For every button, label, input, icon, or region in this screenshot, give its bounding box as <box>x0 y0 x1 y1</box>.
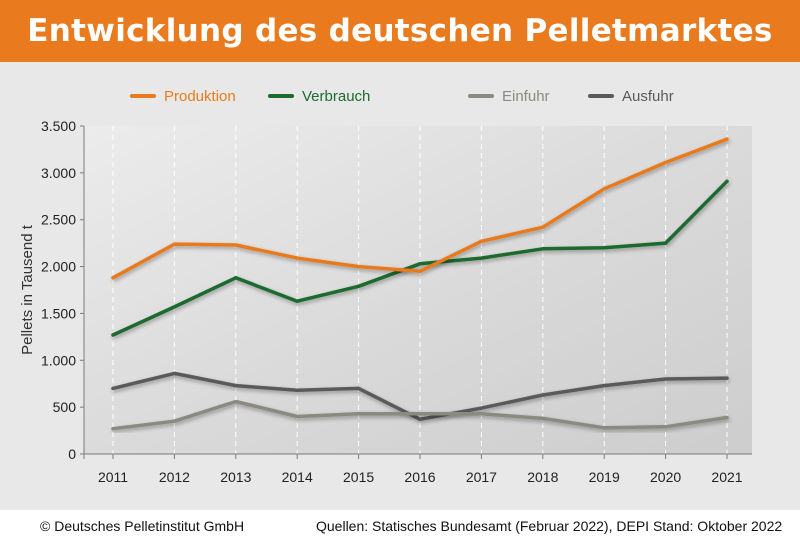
data-point-ausfuhr-2011 <box>111 386 115 390</box>
data-point-einfuhr-2017 <box>479 412 483 416</box>
legend-label-produktion: Produktion <box>164 87 236 105</box>
x-tick-label: 2015 <box>343 469 374 485</box>
y-tick-label: 0 <box>68 446 76 462</box>
axes <box>80 125 752 459</box>
data-point-verbrauch-2019 <box>602 246 606 250</box>
footer-copyright: © Deutsches Pelletinstitut GmbH <box>40 518 245 534</box>
data-point-verbrauch-2013 <box>234 276 238 280</box>
x-tick-label: 2017 <box>466 469 497 485</box>
data-point-verbrauch-2021 <box>725 179 729 183</box>
title-bar: Entwicklung des deutschen Pelletmarktes <box>0 0 800 62</box>
data-point-ausfuhr-2019 <box>602 383 606 388</box>
data-point-einfuhr-2019 <box>602 426 606 430</box>
data-point-einfuhr-2016 <box>418 412 422 416</box>
legend-label-einfuhr: Einfuhr <box>502 87 550 105</box>
data-point-verbrauch-2018 <box>541 247 545 251</box>
x-tick-label: 2020 <box>650 469 681 485</box>
y-tick-label: 1.500 <box>41 305 76 321</box>
data-point-produktion-2018 <box>541 225 545 229</box>
legend-swatch-ausfuhr <box>588 94 614 98</box>
data-point-ausfuhr-2014 <box>295 388 299 392</box>
data-point-verbrauch-2016 <box>418 262 422 266</box>
data-point-verbrauch-2012 <box>172 305 176 309</box>
data-point-einfuhr-2020 <box>664 425 668 429</box>
data-point-ausfuhr-2013 <box>234 383 238 388</box>
x-tick-label: 2013 <box>220 469 251 485</box>
legend-label-verbrauch: Verbrauch <box>302 87 371 105</box>
legend-item-ausfuhr: Ausfuhr <box>588 85 674 107</box>
data-point-verbrauch-2017 <box>479 256 483 260</box>
legend-swatch-produktion <box>130 94 156 98</box>
data-point-produktion-2011 <box>111 276 115 280</box>
legend-swatch-einfuhr <box>468 94 494 98</box>
data-point-produktion-2019 <box>602 187 606 191</box>
legend-swatch-verbrauch <box>268 94 294 98</box>
data-point-ausfuhr-2012 <box>172 371 176 376</box>
data-point-produktion-2013 <box>234 243 238 247</box>
x-tick-label: 2016 <box>404 469 435 485</box>
data-point-ausfuhr-2020 <box>664 377 668 381</box>
y-tick-label: 2.000 <box>41 259 76 275</box>
y-tick-label: 1.000 <box>41 352 76 368</box>
vertical-grid <box>112 126 728 454</box>
data-point-einfuhr-2014 <box>295 414 299 419</box>
data-point-ausfuhr-2021 <box>725 376 729 380</box>
x-tick-label: 2019 <box>589 469 620 485</box>
data-point-produktion-2020 <box>664 160 668 165</box>
plot-area <box>84 126 752 454</box>
x-tick-label: 2011 <box>98 469 128 485</box>
data-point-produktion-2016 <box>418 269 422 273</box>
y-tick-label: 3.000 <box>41 165 76 181</box>
x-tick-label: 2014 <box>282 469 313 485</box>
data-point-produktion-2017 <box>479 239 483 243</box>
data-point-produktion-2012 <box>172 242 176 246</box>
data-point-verbrauch-2011 <box>111 333 115 337</box>
y-tick-label: 500 <box>53 399 77 415</box>
data-point-produktion-2015 <box>357 264 361 269</box>
y-axis-label: Pellets in Tausend t <box>19 224 36 355</box>
data-point-ausfuhr-2017 <box>479 406 483 410</box>
tick-labels: 0 500 1.000 1.500 2.000 2.500 3.000 3.500 2011 20… <box>41 118 743 485</box>
x-tick-label: 2021 <box>711 469 742 485</box>
page-title: Entwicklung des deutschen Pelletmarktes <box>27 13 773 49</box>
data-point-verbrauch-2020 <box>664 241 668 245</box>
data-point-einfuhr-2011 <box>111 427 115 431</box>
data-point-ausfuhr-2016 <box>418 417 422 421</box>
data-point-produktion-2014 <box>295 256 299 260</box>
data-point-verbrauch-2014 <box>295 299 299 303</box>
series-lines <box>111 137 729 431</box>
data-point-ausfuhr-2015 <box>357 386 361 390</box>
legend-item-produktion: Produktion <box>130 85 236 107</box>
x-tick-label: 2018 <box>527 469 558 485</box>
data-point-einfuhr-2012 <box>172 419 176 423</box>
legend-item-verbrauch: Verbrauch <box>268 85 370 107</box>
y-tick-label: 3.500 <box>41 118 76 134</box>
data-point-produktion-2021 <box>725 137 729 141</box>
y-tick-label: 2.500 <box>41 212 76 228</box>
data-point-einfuhr-2021 <box>725 415 729 420</box>
data-point-einfuhr-2018 <box>541 416 545 420</box>
legend-label-ausfuhr: Ausfuhr <box>622 87 674 105</box>
chart-legend: Produktion Verbrauch Einfuhr Ausfuhr <box>0 85 800 107</box>
x-tick-label: 2012 <box>159 469 190 485</box>
data-point-einfuhr-2013 <box>234 399 238 404</box>
legend-item-einfuhr: Einfuhr <box>468 85 550 107</box>
data-point-ausfuhr-2018 <box>541 393 545 397</box>
footer-sources: Quellen: Statisches Bundesamt (Februar 2… <box>316 518 783 534</box>
data-point-verbrauch-2015 <box>357 284 361 288</box>
data-point-einfuhr-2015 <box>357 412 361 416</box>
